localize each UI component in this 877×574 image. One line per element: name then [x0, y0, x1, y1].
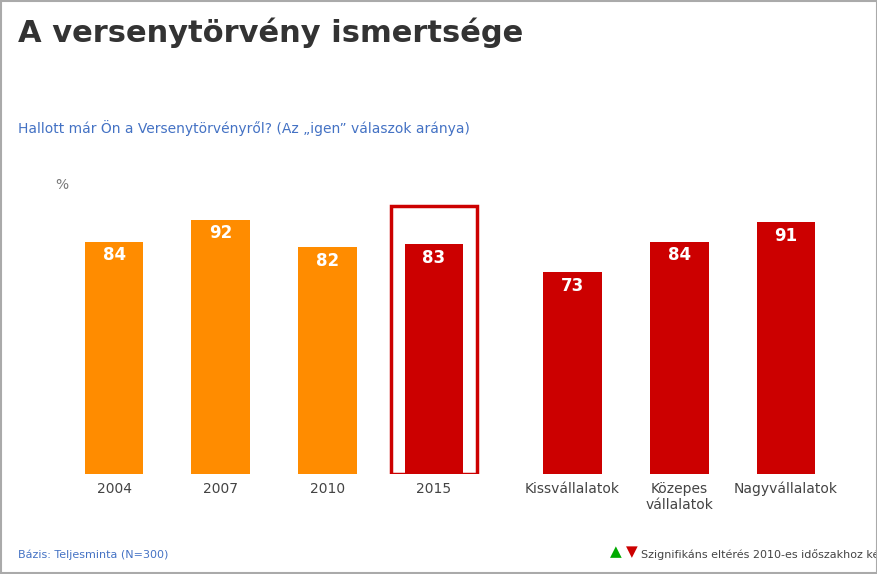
Text: 91: 91: [774, 227, 796, 245]
Bar: [543, 272, 602, 474]
Bar: [85, 242, 143, 474]
Bar: [649, 242, 708, 474]
Bar: [756, 222, 814, 474]
Text: Bázis: Teljesminta (N=300): Bázis: Teljesminta (N=300): [18, 549, 168, 560]
Text: 83: 83: [422, 249, 445, 267]
Text: ▼: ▼: [625, 545, 637, 560]
Text: A versenytörvény ismertsége: A versenytörvény ismertsége: [18, 17, 522, 48]
Bar: [191, 220, 250, 474]
Bar: [390, 205, 476, 474]
Text: 73: 73: [560, 277, 583, 295]
Text: 92: 92: [209, 224, 232, 242]
Text: 82: 82: [316, 252, 339, 270]
Text: Szignifikáns eltérés 2010-es időszakhoz képest: Szignifikáns eltérés 2010-es időszakhoz …: [640, 549, 877, 560]
Text: %: %: [54, 178, 68, 192]
Bar: [297, 247, 356, 474]
Text: Hallott már Ön a Versenytörvényről? (Az „igen” válaszok aránya): Hallott már Ön a Versenytörvényről? (Az …: [18, 121, 469, 137]
Text: 84: 84: [667, 246, 690, 265]
Bar: [404, 245, 463, 474]
Text: ▲: ▲: [610, 545, 621, 560]
Text: 84: 84: [103, 246, 125, 265]
